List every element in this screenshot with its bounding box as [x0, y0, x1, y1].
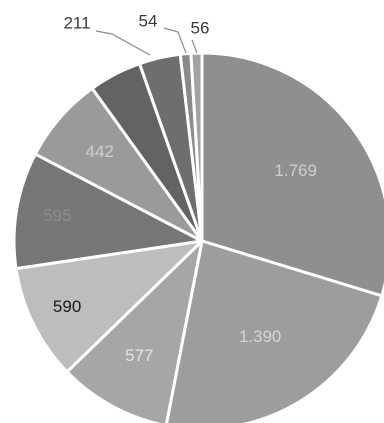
pie-slice [200, 51, 384, 298]
slice-label: 442 [86, 142, 114, 161]
pie-slice [165, 239, 384, 423]
slice-label: 577 [125, 346, 153, 365]
leader-line [95, 30, 151, 56]
pie-slice [12, 152, 204, 271]
slice-label: 1.390 [239, 327, 282, 346]
slice-label: 590 [53, 297, 81, 316]
slice-label: 54 [139, 11, 158, 30]
pie-slices [12, 51, 384, 423]
leader-lines [95, 27, 198, 56]
leader-line [163, 27, 187, 54]
slice-label: 1.769 [274, 161, 317, 180]
slice-label: 56 [191, 18, 210, 37]
pie-slice [65, 239, 204, 423]
leader-line [191, 39, 198, 54]
slice-label: 211 [63, 13, 90, 32]
pie-slice [14, 239, 204, 374]
slice-label: 595 [43, 206, 71, 225]
slice-labels: 1.769 1.390 577 590 595 442 211 54 56 [43, 11, 317, 365]
